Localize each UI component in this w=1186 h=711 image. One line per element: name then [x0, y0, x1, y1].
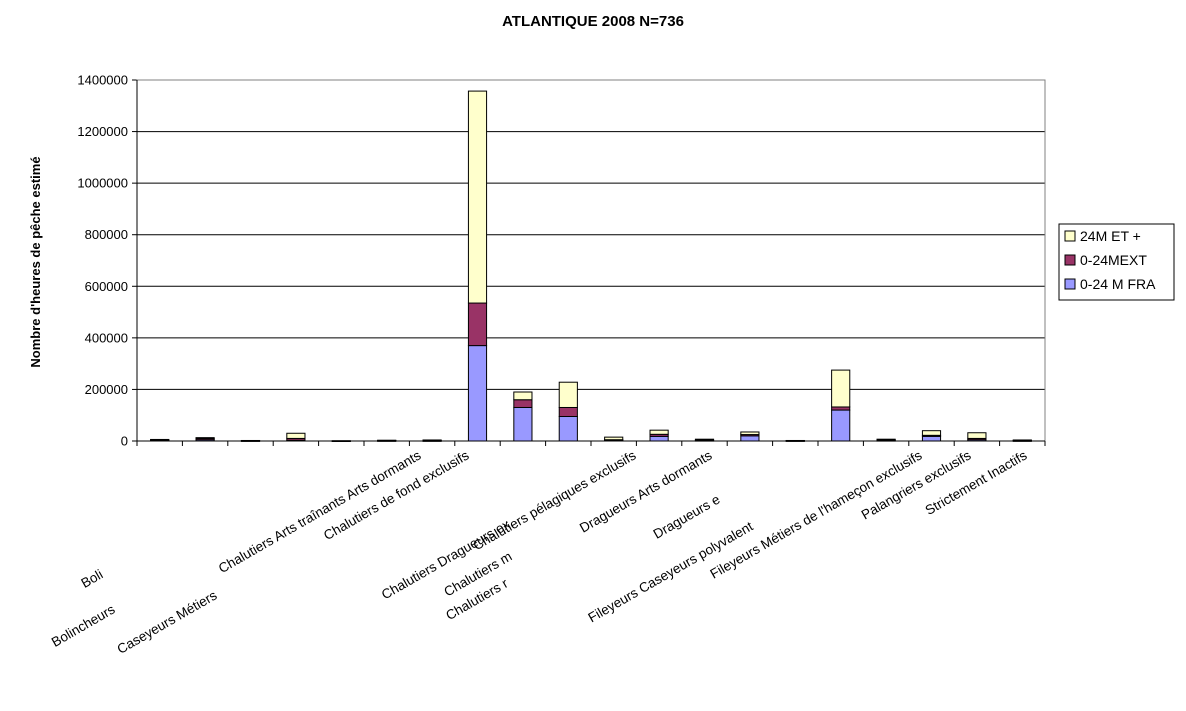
bar-segment [467, 345, 488, 442]
chart-title: ATLANTIQUE 2008 N=736 [502, 13, 684, 30]
x-category-label: Dragueurs e [651, 492, 723, 542]
bar-segment [513, 391, 533, 401]
y-tick-label: 0 [121, 434, 128, 449]
bar-segment [558, 381, 578, 408]
bar-segment [876, 438, 896, 441]
y-tick-label: 200000 [85, 382, 128, 397]
legend-label: 24M ET + [1080, 228, 1141, 244]
x-category-label: Bolincheurs [49, 601, 118, 649]
legend-swatch [1064, 278, 1076, 290]
gridlines [132, 79, 1045, 442]
bar-segment [740, 435, 760, 442]
bar-segment [558, 416, 578, 442]
bar-segment [740, 431, 760, 436]
axes [136, 79, 1046, 446]
legend-label: 0-24 M FRA [1080, 276, 1156, 292]
y-tick-label: 1000000 [77, 176, 128, 191]
x-category-label: Caseyeurs Métiers [115, 587, 220, 656]
y-tick-label: 1400000 [77, 73, 128, 88]
x-category-label: Strictement Inactifs [923, 447, 1030, 518]
x-category-label: Boli [79, 567, 106, 591]
bar-segment [150, 438, 170, 441]
bar-segment [604, 436, 624, 441]
bar-segment [967, 432, 987, 439]
x-category-label: Chalutiers Arts traînants Arts dormants [216, 447, 424, 576]
bar-segment [467, 302, 488, 347]
y-tick-label: 800000 [85, 227, 128, 242]
bar-segment [649, 435, 669, 442]
bar-segment [921, 430, 942, 436]
bar-segment [694, 438, 715, 441]
bar-segment [921, 435, 942, 442]
legend-swatch [1064, 254, 1076, 266]
legend: 24M ET + 0-24MEXT 0-24 M FRA [1058, 223, 1175, 301]
bar-segment [831, 409, 851, 442]
bar-segment [286, 432, 306, 439]
x-category-label: Fileyeurs Métiers de l'hameçon exclusifs [707, 447, 924, 581]
bar-segment [513, 399, 533, 408]
bars [150, 90, 1032, 442]
bar-segment [1012, 439, 1032, 442]
x-category-label: Dragueurs Arts dormants [577, 447, 715, 535]
y-tick-labels: 0 200000 400000 600000 800000 1000000 1200000 1… [77, 73, 128, 449]
plot-frame [136, 79, 1046, 442]
y-tick-label: 1200000 [77, 124, 128, 139]
x-category-label: Chalutiers pélagiques exclusifs [470, 447, 638, 553]
bar-segment [467, 90, 488, 304]
bar-segment [649, 429, 669, 435]
bar-segment [558, 406, 578, 418]
y-axis-label: Nombre d'heures de pêche estimé [28, 156, 43, 367]
bar-segment [422, 439, 442, 442]
y-tick-label: 600000 [85, 279, 128, 294]
legend-label: 0-24MEXT [1080, 252, 1147, 268]
legend-swatch [1064, 230, 1076, 242]
y-tick-label: 400000 [85, 330, 128, 345]
bar-segment [831, 369, 851, 408]
legend-box [1058, 223, 1175, 301]
bar-segment [195, 437, 215, 439]
bar-segment [513, 406, 533, 442]
